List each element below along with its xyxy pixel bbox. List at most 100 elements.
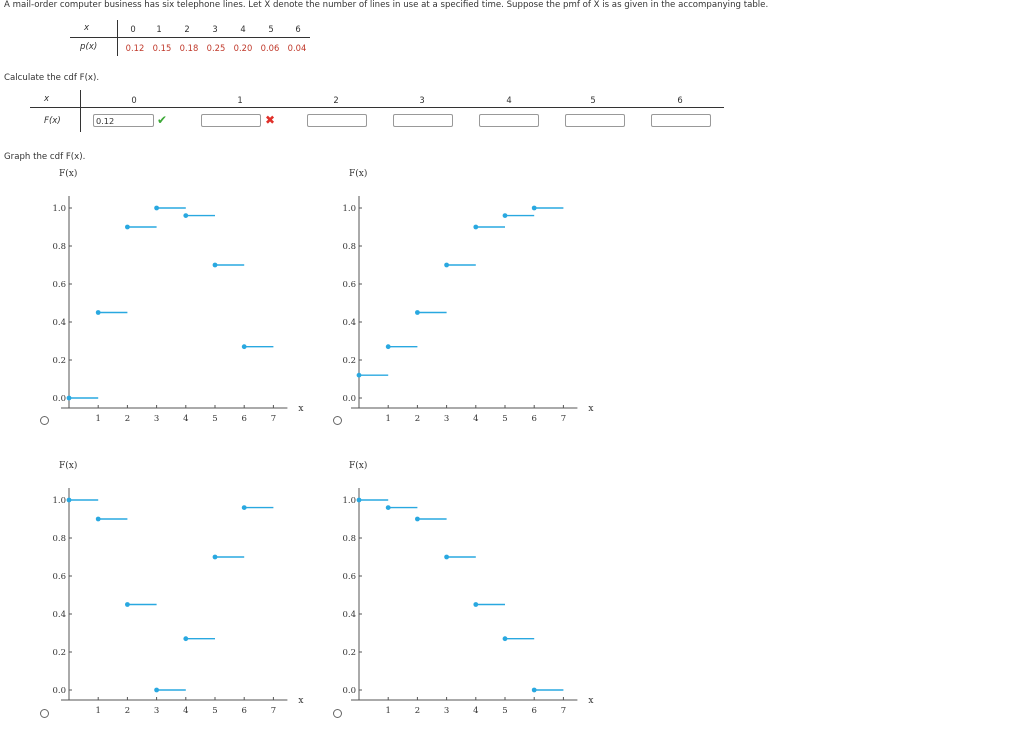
y-tick-label: 1.0 [342,496,356,506]
x-axis-label: x [588,696,593,706]
radio-option-d[interactable] [333,709,342,718]
y-tick-label: 0.8 [342,534,356,544]
step-point [241,505,247,510]
cdf-input-1[interactable] [201,114,261,127]
step-point [473,602,479,607]
step-point [154,687,160,693]
x-tick-label: 3 [444,706,449,716]
x-tick-label: 1 [95,706,100,716]
x-tick-label: 1 [95,414,100,424]
pmf-x-cell: 2 [184,24,190,34]
x-tick-label: 7 [561,414,566,424]
cdf-input-4[interactable] [479,114,539,127]
cdf-x-cell: 6 [677,95,683,105]
x-tick-label: 6 [531,414,536,424]
radio-option-a[interactable] [40,416,49,425]
pmf-p-cell: 0.04 [287,43,307,53]
step-point [95,516,101,522]
pmf-p-cell: 0.25 [206,43,226,53]
pmf-x-cell: 3 [212,24,218,34]
x-tick-label: 5 [502,414,507,424]
x-tick-label: 2 [415,706,420,716]
y-tick-label: 0.6 [52,572,66,582]
y-tick-label: 0.0 [342,394,356,404]
x-tick-label: 5 [212,706,217,716]
y-tick-label: 0.0 [342,686,356,696]
step-point [154,205,160,211]
pmf-x-cell: 5 [268,24,274,34]
x-tick-label: 4 [473,414,478,424]
step-point [183,213,189,219]
y-tick-label: 0.8 [342,242,356,252]
x-tick-label: 1 [385,706,390,716]
step-point [415,310,420,315]
x-tick-label: 5 [212,414,217,424]
step-point [473,224,479,230]
radio-option-c[interactable] [40,709,49,718]
x-tick-label: 4 [183,414,188,424]
step-point [502,213,508,219]
x-tick-label: 1 [385,414,390,424]
pmf-x-cell: 0 [130,24,136,34]
step-point [66,395,72,401]
x-tick-label: 3 [154,706,159,716]
y-tick-label: 0.8 [52,534,66,544]
graph-option-b: F(x) x 1.0 0.8 0.6 0.4 0.2 0.0 1 2 3 4 5 6 7 [342,168,593,424]
cdf-input-5[interactable] [565,114,625,127]
step-point [212,262,218,268]
cdf-input-3[interactable] [393,114,453,127]
graph-option-a: F(x) x 1.0 0.8 0.6 0.4 0.2 0.0 1 2 3 4 5 6 7 [52,168,303,424]
graph-option-d: F(x) x 1.0 0.8 0.6 0.4 0.2 0.0 1 2 3 4 5 6 7 [342,460,593,716]
cdf-x-cell: 0 [131,95,137,105]
pmf-vertical-rule [117,20,118,56]
pmf-table: x p(x) 0 1 2 3 4 5 6 0.12 0.15 0.18 0.25… [70,18,320,58]
y-axis-label: F(x) [349,460,367,471]
y-tick-label: 0.4 [52,318,66,328]
pmf-x-cell: 1 [156,24,162,34]
y-tick-label: 1.0 [342,204,356,214]
step-point [66,497,72,503]
cdf-input-0[interactable]: 0.12 [93,114,154,127]
x-tick-label: 6 [531,706,536,716]
pmf-p-cell: 0.18 [179,43,199,53]
pmf-x-cell: 4 [240,24,246,34]
x-tick-label: 4 [183,706,188,716]
cdf-x-cell: 1 [237,95,243,105]
step-point [531,687,537,693]
pmf-p-cell: 0.15 [152,43,172,53]
x-tick-label: 7 [271,414,276,424]
pmf-horizontal-rule [70,37,310,38]
step-point [502,636,508,642]
cdf-x-cell: 4 [506,95,512,105]
cdf-input-6[interactable] [651,114,711,127]
y-axis-label: F(x) [59,460,77,471]
y-tick-label: 0.4 [342,318,356,328]
step-point [212,554,218,560]
pmf-x-cell: 6 [295,24,301,34]
y-tick-label: 1.0 [52,496,66,506]
x-tick-label: 6 [241,706,246,716]
y-tick-label: 0.2 [342,356,356,366]
y-tick-label: 0.2 [52,356,66,366]
y-tick-label: 0.4 [342,610,356,620]
y-tick-label: 1.0 [52,204,66,214]
check-icon: ✔ [157,113,168,127]
radio-option-b[interactable] [333,416,342,425]
y-tick-label: 0.6 [342,572,356,582]
y-tick-label: 0.8 [52,242,66,252]
x-axis-label: x [588,404,593,414]
cdf-table: x F(x) 0 1 2 3 4 5 6 0.12 ✔ ✖ [0,90,730,135]
x-tick-label: 2 [125,414,130,424]
cdf-input-2[interactable] [307,114,367,127]
pmf-p-cell: 0.12 [125,43,145,53]
cdf-x-header: x [44,94,50,104]
pmf-x-header: x [84,23,90,33]
graph-prompt: Graph the cdf F(x). [4,152,86,162]
x-tick-label: 3 [154,414,159,424]
y-tick-label: 0.6 [52,280,66,290]
cross-icon: ✖ [265,113,276,127]
y-tick-label: 0.2 [342,648,356,658]
y-tick-label: 0.4 [52,610,66,620]
cdf-x-cell: 2 [333,95,339,105]
y-tick-label: 0.0 [52,686,66,696]
